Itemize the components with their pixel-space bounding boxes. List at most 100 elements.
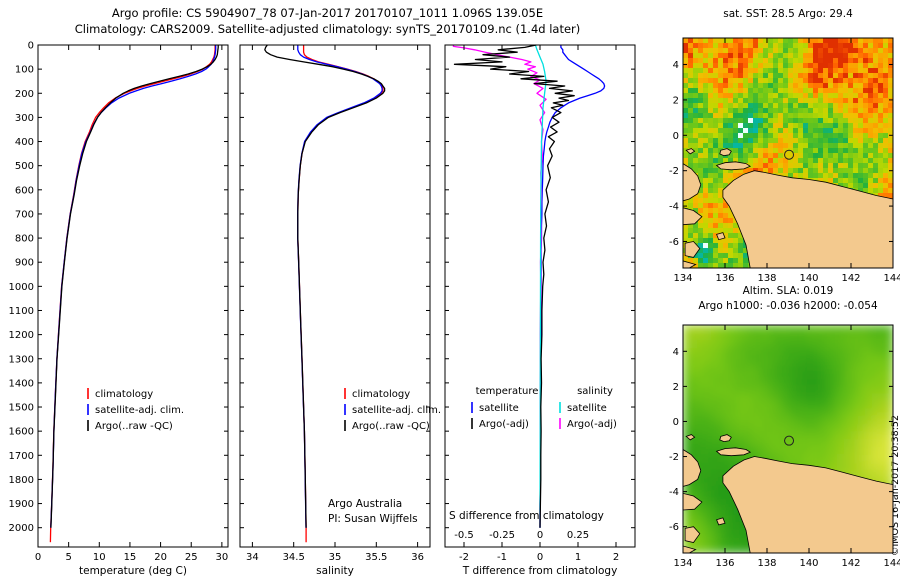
legend-header: salinity [577,386,613,397]
salinity-profile-xlabel: salinity [316,565,354,577]
s-tick-label: -0.5 [454,530,474,541]
argo-position-marker [784,149,795,160]
legend-label: satellite-adj. clim. [352,405,441,416]
difference-profile-x-tick: 0 [537,552,543,563]
sst-map-y-tick: -6 [669,237,679,248]
sla-map-title: Altim. SLA: 0.019 [742,285,834,297]
sla-map-x-tick: 134 [673,558,692,569]
temperature-profile-x-tick: 20 [154,552,167,563]
sla-map-y-tick: 2 [673,382,679,393]
temperature-profile-y-tick: 2000 [9,523,34,534]
temperature-profile-x-tick: 15 [124,552,137,563]
panel-temperature: 0 5 10 15 20 25 300100200300400500600700800900… [9,41,229,577]
salinity-profile-x-tick: 35 [329,552,342,563]
legend-label: satellite [567,403,607,414]
temperature-profile-x-tick: 0 [35,552,41,563]
sst-map-y-tick: -4 [669,202,679,213]
sst-map-land [683,148,893,268]
legend-header: temperature [476,386,539,397]
coastline [719,434,732,443]
coastline [683,163,702,202]
sst-map-x-tick: 138 [757,273,776,284]
temperature-profile-x-tick: 5 [65,552,71,563]
coastline [683,207,703,226]
series-satellite-adj-temp [50,45,217,528]
sst-map-x-tick: 142 [841,273,860,284]
argo-position-marker [784,435,795,446]
series-tdiff-satellite [539,45,606,528]
coastline [683,260,697,268]
legend-label: Argo(..raw -QC) [95,421,173,432]
salinity-profile-frame [239,44,431,548]
temperature-profile-y-tick: 1700 [9,451,34,462]
legend-label: climatology [352,389,410,400]
temperature-profile-y-tick: 500 [15,161,34,172]
sla-map: 134 136 138 140 142 144 4 2 0 -2 -4 -6 [669,324,900,569]
temperature-profile-y-tick: 700 [15,209,34,220]
temperature-profile-y-tick: 1300 [9,354,34,365]
coastline [716,232,726,241]
salinity-profile-x-tick: 36 [411,552,424,563]
temperature-profile-frame [37,44,229,548]
figure-title: Argo profile: CS 5904907_78 07-Jan-2017 … [111,6,544,20]
temperature-profile-y-tick: 1400 [9,378,34,389]
sst-map-title: sat. SST: 28.5 Argo: 29.4 [723,8,853,20]
legend-label: climatology [95,389,153,400]
series-climatology-temp [49,45,216,543]
sla-map-y-tick: -2 [669,452,679,463]
temperature-profile-y-tick: 800 [15,234,34,245]
temperature-profile-y-tick: 200 [15,89,34,100]
salinity-profile-x-tick: 35.5 [365,552,387,563]
difference-profile-x-tick: -1 [497,552,507,563]
coastline [685,148,696,155]
sla-map-x-tick: 144 [883,558,900,569]
temperature-profile-y-tick: 0 [28,41,34,52]
sst-map-x-tick: 134 [673,273,692,284]
coastline [683,449,702,487]
legend-label: Argo(-adj) [479,419,529,430]
sla-map-x-tick: 136 [715,558,734,569]
s-diff-label: S difference from climatology [449,510,604,522]
difference-profile-x-tick: 2 [613,552,619,563]
coastline [684,526,701,543]
sla-map-y-tick: 4 [673,347,679,358]
coastline [683,492,703,511]
temperature-profile-y-tick: 1200 [9,330,34,341]
s-tick-label: 0 [537,530,543,541]
coastline [715,447,752,457]
temperature-profile-y-tick: 300 [15,113,34,124]
panel-difference: -2 -1 0 1 2 T difference from climatology temp… [444,44,636,577]
sst-map-y-tick: 2 [673,95,679,106]
sst-map-frame [682,37,894,269]
sst-map-x-tick: 144 [883,273,900,284]
sst-map-x-tick: 140 [799,273,818,284]
credit-line: PI: Susan Wijffels [328,513,418,525]
s-tick-label: -0.25 [489,530,515,541]
temperature-profile-x-tick: 30 [216,552,229,563]
difference-profile-x-tick: -2 [459,552,469,563]
temperature-profile-y-tick: 1800 [9,475,34,486]
credit-line: Argo Australia [328,498,402,510]
temperature-profile-y-tick: 1000 [9,282,34,293]
sla-map-land [683,434,893,553]
legend-label: satellite-adj. clim. [95,405,184,416]
s-tick-label: 0.25 [567,530,589,541]
series-satellite-adj-sal [297,45,383,528]
panel-salinity: 34 34.5 35 35.5 36 salinity climatology satelli… [239,44,441,577]
temperature-profile-y-tick: 100 [15,65,34,76]
coastline [684,241,701,258]
legend-label: Argo(-adj) [567,419,617,430]
temperature-profile-y-tick: 900 [15,258,34,269]
temperature-profile-y-tick: 600 [15,185,34,196]
coastline [715,161,752,171]
legend-label: Argo(..raw -QC) [352,421,430,432]
temperature-profile-x-tick: 10 [93,552,106,563]
sst-map-y-tick: 4 [673,60,679,71]
series-tdiff-argo [453,44,575,528]
temperature-profile-x-tick: 25 [185,552,198,563]
sla-map-y-tick: -6 [669,522,679,533]
coastline [716,517,726,526]
sla-map-x-tick: 140 [799,558,818,569]
coastline [719,148,732,157]
